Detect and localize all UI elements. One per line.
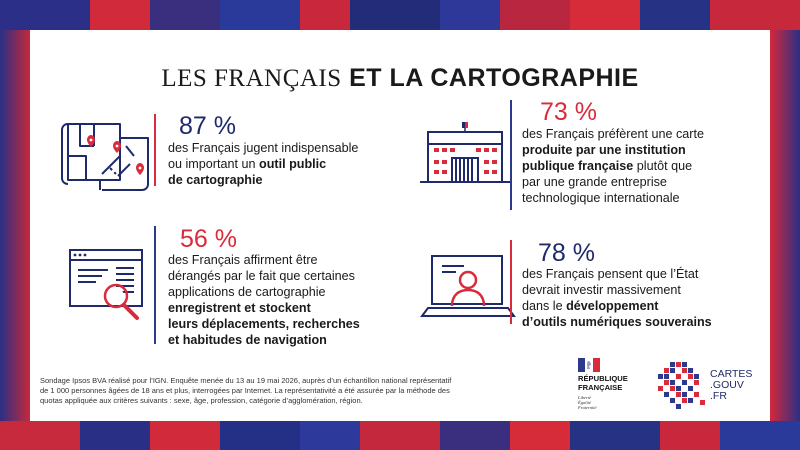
- map-pins-icon: [61, 123, 149, 191]
- survey-footnote: Sondage Ipsos BVA réalisé pour l’IGN. En…: [40, 376, 452, 405]
- stat-percent: 56 %: [180, 225, 237, 253]
- cartes-gouv-pixel-map-icon: [658, 362, 705, 409]
- laptop-user-icon: [420, 255, 516, 317]
- stat-description: des Français pensent que l’État devrait …: [522, 267, 712, 329]
- marianne-flag-icon: [578, 358, 600, 372]
- republique-francaise-text: RÉPUBLIQUE FRANÇAISE: [578, 374, 628, 392]
- cartes-gouv-text: CARTES .GOUV .FR: [710, 368, 753, 402]
- stat-divider: [510, 240, 512, 324]
- browser-search-icon: [69, 249, 143, 320]
- infographic-card: LES FRANÇAIS ET LA CARTOGRAPHIE 87 % des…: [30, 30, 770, 421]
- stat-percent: 73 %: [540, 98, 597, 126]
- title-bold: ET LA CARTOGRAPHIE: [349, 64, 639, 92]
- title-light: LES FRANÇAIS: [161, 65, 342, 92]
- stat-divider: [154, 226, 156, 344]
- stat-divider: [510, 100, 512, 210]
- stat-percent: 87 %: [179, 112, 236, 140]
- republique-motto: Liberté Égalité Fraternité: [578, 395, 597, 410]
- institution-building-icon: [420, 122, 510, 183]
- stat-description: des Français affirment être dérangés par…: [168, 253, 360, 347]
- stat-description: des Français préfèrent une carte produit…: [522, 127, 705, 205]
- page-title: LES FRANÇAIS ET LA CARTOGRAPHIE: [30, 64, 770, 93]
- republique-francaise-logo: RÉPUBLIQUE FRANÇAISE Liberté Égalité Fra…: [578, 356, 648, 416]
- stat-percent: 78 %: [538, 239, 595, 267]
- stat-divider: [154, 114, 156, 186]
- stat-description: des Français jugent indispensable ou imp…: [168, 141, 359, 187]
